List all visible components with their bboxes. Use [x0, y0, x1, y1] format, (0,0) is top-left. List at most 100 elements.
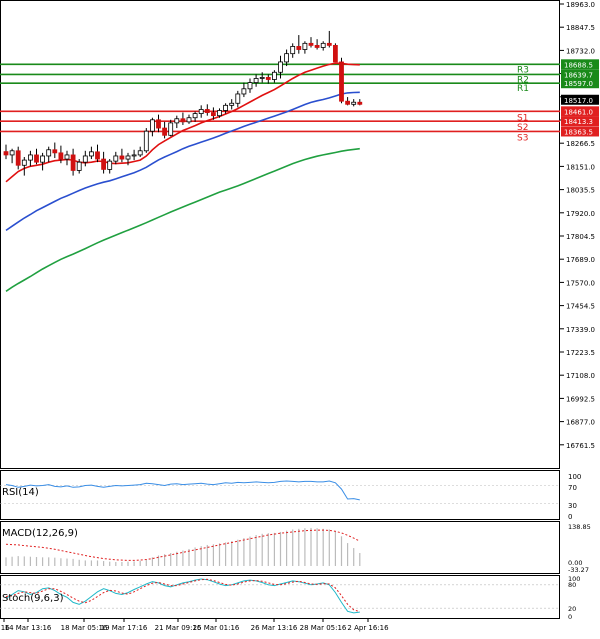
time-axis-label: 19 Mar 17:16	[101, 624, 148, 632]
candle-body	[149, 119, 155, 132]
candle-body	[210, 112, 216, 117]
candle-body	[174, 118, 180, 124]
rsi-axis-label: 0	[568, 513, 572, 521]
candle-body	[308, 42, 314, 46]
stoch-axis-label: 80	[568, 581, 576, 589]
time-axis-label: 25 Mar 01:16	[193, 624, 240, 632]
candle	[180, 112, 186, 125]
level-badge-r3	[561, 59, 599, 70]
candle-body	[271, 71, 277, 80]
candle	[125, 152, 131, 166]
candle-body	[339, 61, 344, 102]
candle	[168, 119, 174, 137]
candle	[52, 142, 58, 159]
level-value-s2: 18413.3	[564, 118, 593, 126]
price-axis-label: 18732.0	[566, 47, 595, 55]
candle-body	[198, 109, 204, 115]
candle	[186, 114, 192, 124]
price-axis-label: 17920.0	[566, 210, 595, 218]
time-axis-label: 2 Apr 16:16	[347, 624, 389, 632]
candle-body	[52, 149, 58, 154]
time-axis-label: 18 Mar 05:16	[61, 624, 108, 632]
macd-panel-frame	[0, 521, 560, 574]
candle	[308, 37, 314, 48]
candle-body	[9, 150, 15, 156]
candle-body	[259, 77, 265, 79]
candle	[149, 117, 155, 137]
candle	[70, 148, 76, 176]
price-axis-label: 18151.0	[566, 163, 595, 171]
candle-body	[89, 151, 94, 157]
macd-axis-label: -33.27	[568, 566, 589, 574]
level-badge-r2	[561, 69, 599, 80]
candle	[101, 151, 106, 174]
price-panel-frame	[0, 0, 560, 469]
level-name-s2: S2	[517, 123, 528, 133]
candle-body	[357, 101, 363, 105]
candle-body	[204, 109, 210, 113]
candle-body	[168, 122, 174, 136]
price-axis-label: 18963.0	[566, 1, 595, 9]
stoch-panel-frame	[0, 575, 560, 619]
rsi-title: RSI(14)	[2, 487, 39, 498]
candle	[326, 30, 332, 48]
candle-body	[314, 45, 320, 48]
candle	[210, 107, 216, 120]
level-name-r3: R3	[517, 65, 529, 75]
candle	[290, 43, 296, 58]
price-axis-label: 18266.5	[566, 140, 595, 148]
candle-body	[332, 45, 338, 63]
candle	[259, 72, 265, 83]
candle-body	[101, 158, 106, 170]
candle-body	[296, 46, 302, 50]
candle-body	[162, 127, 168, 136]
level-value-s3: 18363.5	[564, 128, 593, 136]
candle	[223, 103, 229, 114]
candle	[265, 74, 271, 84]
candle-body	[265, 77, 271, 80]
time-axis-label: :16	[0, 624, 10, 632]
candle	[253, 74, 259, 87]
level-badge-s3	[561, 126, 599, 137]
candle-body	[186, 117, 192, 123]
price-axis-label: 17570.0	[566, 279, 595, 287]
level-value-r1: 18597.0	[564, 80, 593, 88]
price-axis-label: 17689.0	[566, 256, 595, 264]
current-price-label: 18517.0	[564, 97, 593, 105]
candle-body	[131, 154, 137, 157]
rsi-panel-frame	[0, 470, 560, 520]
candle	[113, 151, 119, 165]
candle	[271, 70, 277, 83]
time-axis-label: 26 Mar 13:16	[251, 624, 298, 632]
price-axis-label: 16992.5	[566, 395, 595, 403]
candle-body	[326, 42, 332, 46]
macd-axis-label: 0.00	[568, 559, 582, 567]
candle-body	[302, 42, 308, 50]
time-axis-label: 14 Mar 13:16	[5, 624, 52, 632]
candle-body	[278, 61, 283, 73]
candle-body	[290, 46, 296, 55]
stoch-axis-label: 20	[568, 605, 576, 613]
candle-body	[284, 53, 290, 63]
level-name-r2: R2	[517, 75, 529, 85]
time-axis-label: 21 Mar 09:16	[155, 624, 202, 632]
candle	[46, 146, 52, 163]
candle-body	[58, 152, 64, 160]
candle	[284, 49, 290, 67]
candle-body	[180, 118, 186, 123]
stoch-axis-label: 100	[568, 575, 580, 583]
candle-body	[143, 130, 149, 152]
candle-body	[125, 155, 131, 160]
price-axis-label: 17454.5	[566, 303, 595, 311]
candle	[302, 41, 308, 54]
candle-body	[156, 119, 161, 129]
price-axis-label: 17804.5	[566, 233, 595, 241]
candle	[339, 57, 344, 104]
candle-body	[351, 101, 357, 105]
candle	[156, 114, 161, 133]
candle-body	[345, 100, 351, 105]
candle	[296, 35, 302, 54]
candle-body	[3, 151, 9, 156]
candle-body	[113, 155, 119, 162]
